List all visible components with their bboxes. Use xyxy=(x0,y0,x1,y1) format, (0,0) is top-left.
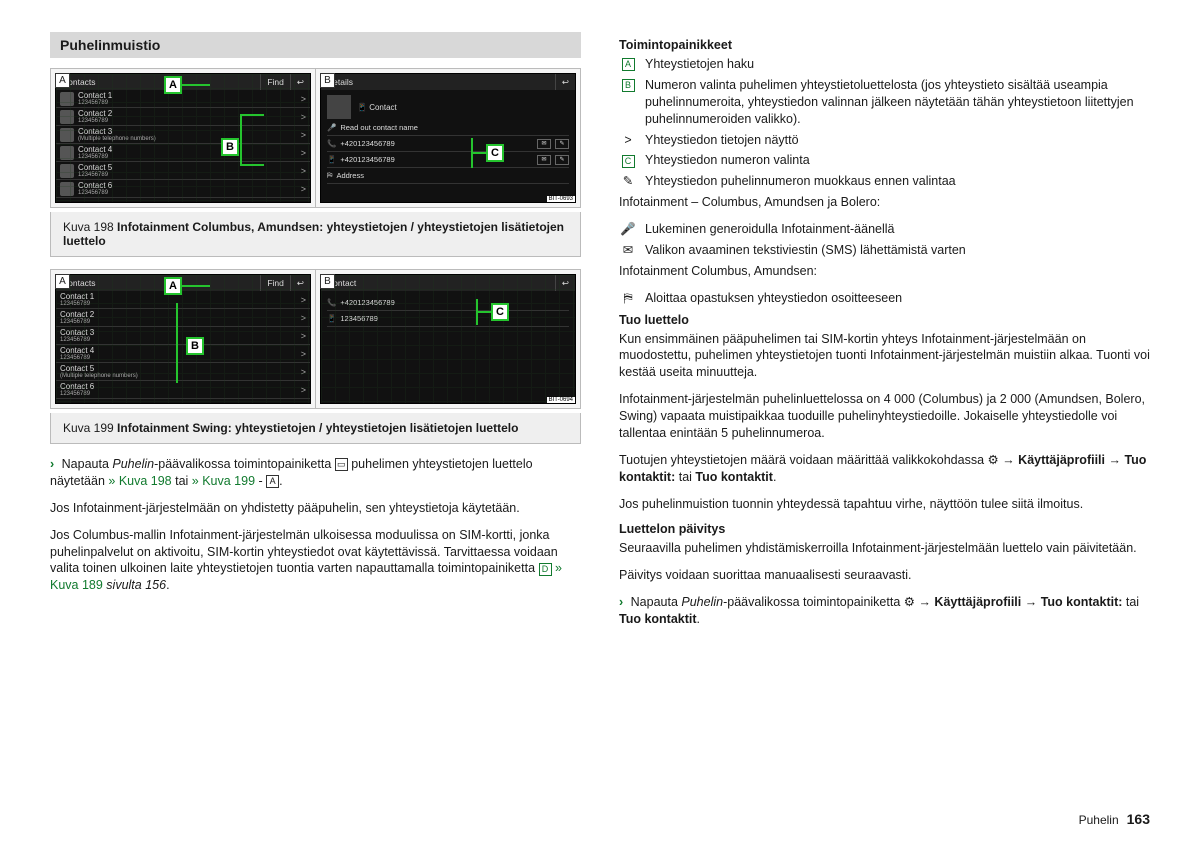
fig199-caption: Kuva 199 Infotainment Swing: yhteystieto… xyxy=(50,413,581,444)
bit-tag: BIT-0693 xyxy=(547,196,575,202)
right-p6: Tuotujen yhteystietojen määrä voidaan mä… xyxy=(619,452,1150,486)
back-icon: ↩ xyxy=(290,275,310,291)
back-icon: ↩ xyxy=(555,275,575,291)
find-btn: Find xyxy=(260,275,290,291)
row-c: CYhteystiedon numeron valinta xyxy=(619,152,1150,169)
callout-a: A xyxy=(164,277,182,295)
right-p4: Kun ensimmäinen pääpuhelimen tai SIM-kor… xyxy=(619,331,1150,382)
right-p8: Seuraavilla puhelimen yhdistämiskerroill… xyxy=(619,540,1150,557)
bit-tag: BIT-0694 xyxy=(547,397,575,403)
heading-tuo-luettelo: Tuo luettelo xyxy=(619,313,1150,327)
fig198-tag-b: B xyxy=(320,73,335,88)
heading-toimintopainikkeet: Toimintopainikkeet xyxy=(619,38,1150,52)
section-title: Puhelinmuistio xyxy=(50,32,581,58)
right-p10: Napauta Puhelin-päävalikossa toimintopai… xyxy=(619,594,1150,628)
fig198-screen-contacts: Contacts Find ↩ Contact 1123456789>Conta… xyxy=(55,73,311,203)
back-icon: ↩ xyxy=(555,74,575,90)
back-icon: ↩ xyxy=(290,74,310,90)
row-a: AYhteystietojen haku xyxy=(619,56,1150,73)
row-mic: 🎤Lukeminen generoidulla Infotainment-ään… xyxy=(619,221,1150,238)
row-pen: ✎Yhteystiedon puhelinnumeron muokkaus en… xyxy=(619,173,1150,190)
right-p9: Päivitys voidaan suorittaa manuaalisesti… xyxy=(619,567,1150,584)
row-nav: ⛿Aloittaa opastuksen yhteystiedon osoitt… xyxy=(619,290,1150,307)
figure-198: A Contacts Find ↩ Contact 1123456789>Con… xyxy=(50,68,581,208)
left-para-3: Jos Columbus-mallin Infotainment-järjest… xyxy=(50,527,581,595)
row-b: BNumeron valinta puhelimen yhteystietolu… xyxy=(619,77,1150,128)
fig199-screen-contact: Contact ↩ 📞+420123456789 📱123456789 C BI… xyxy=(320,274,576,404)
fig199-tag-b: B xyxy=(320,274,335,289)
left-para-2: Jos Infotainment-järjestelmään on yhdist… xyxy=(50,500,581,517)
avatar xyxy=(327,95,351,119)
callout-c: C xyxy=(486,144,504,162)
mid-text-1: Infotainment – Columbus, Amundsen ja Bol… xyxy=(619,194,1150,211)
fig198-tag-a: A xyxy=(55,73,70,88)
figure-199: A Contacts Find ↩ Contact 1123456789>Con… xyxy=(50,269,581,409)
left-column: Puhelinmuistio A Contacts Find ↩ Contact… xyxy=(50,32,581,638)
find-btn: Find xyxy=(260,74,290,90)
left-para-1: Napauta Puhelin-päävalikossa toimintopai… xyxy=(50,456,581,490)
row-msg: ✉Valikon avaaminen tekstiviestin (SMS) l… xyxy=(619,242,1150,259)
heading-luettelon-paivitys: Luettelon päivitys xyxy=(619,522,1150,536)
callout-b: B xyxy=(221,138,239,156)
fig199-tag-a: A xyxy=(55,274,70,289)
fig198-caption: Kuva 198 Infotainment Columbus, Amundsen… xyxy=(50,212,581,257)
callout-a: A xyxy=(164,76,182,94)
row-chev: >Yhteystiedon tietojen näyttö xyxy=(619,132,1150,149)
callout-c: C xyxy=(491,303,509,321)
callout-b: B xyxy=(186,337,204,355)
mid-text-2: Infotainment Columbus, Amundsen: xyxy=(619,263,1150,280)
page-footer: Puhelin163 xyxy=(1079,811,1150,827)
fig199-screen-contacts: Contacts Find ↩ Contact 1123456789>Conta… xyxy=(55,274,311,404)
right-p7: Jos puhelinmuistion tuonnin yhteydessä t… xyxy=(619,496,1150,513)
right-p5: Infotainment-järjestelmän puhelinluettel… xyxy=(619,391,1150,442)
right-column: Toimintopainikkeet AYhteystietojen haku … xyxy=(619,32,1150,638)
fig198-screen-details: Details ↩ 📱 Contact 🎤Read out contact na… xyxy=(320,73,576,203)
